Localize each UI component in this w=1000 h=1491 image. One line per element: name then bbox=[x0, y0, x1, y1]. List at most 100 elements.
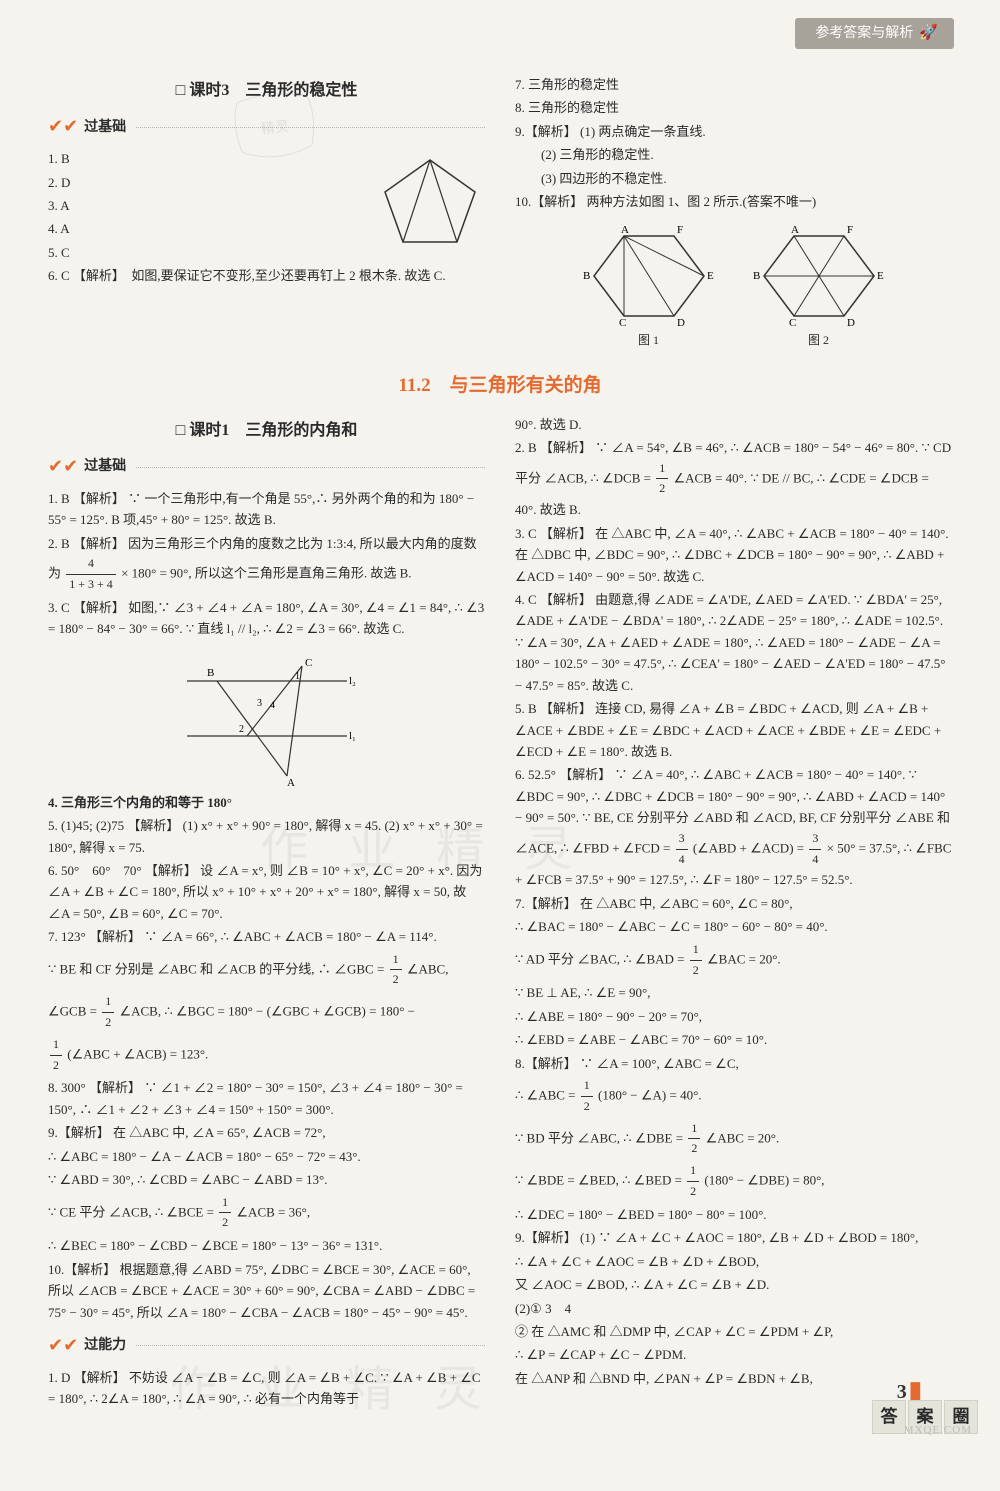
svg-text:F: F bbox=[677, 224, 683, 236]
r0: 90°. 故选 D. bbox=[515, 414, 952, 435]
s2-q9a: 9.【解析】 在 △ABC 中, ∠A = 65°, ∠ACB = 72°, bbox=[48, 1122, 485, 1143]
ability-label: 过能力 bbox=[84, 1334, 126, 1357]
s2-q5: 5. (1)45; (2)75 【解析】 (1) x° + x° + 90° =… bbox=[48, 815, 485, 858]
q9c: (3) 四边形的不稳定性. bbox=[515, 168, 952, 189]
fig1-label: 图 1 bbox=[579, 331, 719, 351]
svg-text:B: B bbox=[753, 270, 760, 282]
s2-q9f: ∴ ∠BEC = 180° − ∠CBD − ∠BCE = 180° − 13°… bbox=[48, 1235, 485, 1256]
hexagon-figures: A F E D C B 图 1 A F E D C B bbox=[515, 221, 952, 351]
r4: 4. C 【解析】 由题意,得 ∠ADE = ∠A'DE, ∠AED = ∠A'… bbox=[515, 589, 952, 696]
section2-columns: □ 课时1 三角形的内角和 ✔✔ 过基础 1. B 【解析】 ∵ 一个三角形中,… bbox=[48, 412, 952, 1412]
s2-q7a: 7. 123° 【解析】 ∵ ∠A = 66°, ∴ ∠ABC + ∠ACB =… bbox=[48, 926, 485, 947]
lesson3-title: □ 课时3 三角形的稳定性 bbox=[48, 78, 485, 104]
q8: 8. 三角形的稳定性 bbox=[515, 97, 952, 118]
r7a: 7.【解析】 在 △ABC 中, ∠ABC = 60°, ∠C = 80°, bbox=[515, 893, 952, 914]
section-label: 过基础 bbox=[84, 455, 126, 478]
s2-a1: 1. D 【解析】 不妨设 ∠A − ∠B = ∠C, 则 ∠A = ∠B + … bbox=[48, 1367, 485, 1410]
top-right-col: 7. 三角形的稳定性 8. 三角形的稳定性 9.【解析】 (1) 两点确定一条直… bbox=[515, 72, 952, 358]
section2-left: □ 课时1 三角形的内角和 ✔✔ 过基础 1. B 【解析】 ∵ 一个三角形中,… bbox=[48, 412, 485, 1412]
r9a: 9.【解析】 (1) ∵ ∠A + ∠C + ∠AOC = 180°, ∠B +… bbox=[515, 1227, 952, 1248]
header-badge-text: 参考答案与解析 bbox=[815, 22, 913, 45]
svg-text:D: D bbox=[677, 317, 685, 329]
r9c: 又 ∠AOC = ∠BOD, ∴ ∠A + ∠C = ∠B + ∠D. bbox=[515, 1274, 952, 1295]
svg-text:l₁: l₁ bbox=[349, 730, 356, 742]
svg-text:1: 1 bbox=[295, 671, 300, 682]
s2-q9d: ∵ CE 平分 ∠ACB, ∴ ∠BCE = 12 ∠ACB = 36°, bbox=[48, 1193, 485, 1234]
lesson1-title: □ 课时1 三角形的内角和 bbox=[48, 418, 485, 444]
header-badge: 参考答案与解析 🚀 bbox=[795, 18, 954, 49]
pentagon-figure bbox=[375, 152, 485, 252]
svg-text:A: A bbox=[791, 224, 799, 236]
main-heading: 11.2 与三角形有关的角 bbox=[48, 370, 952, 401]
s2-q2: 2. B 【解析】 因为三角形三个内角的度数之比为 1:3:4, 所以最大内角的… bbox=[48, 533, 485, 595]
corner-char-1: 答 bbox=[872, 1400, 906, 1434]
rocket-icon: 🚀 bbox=[919, 21, 938, 46]
r9e: ② 在 △AMC 和 △DMP 中, ∠CAP + ∠C = ∠PDM + ∠P… bbox=[515, 1321, 952, 1342]
s2-q7f: 12 (∠ABC + ∠ACB) = 123°. bbox=[48, 1035, 485, 1076]
divider bbox=[136, 467, 485, 468]
r3: 3. C 【解析】 在 △ABC 中, ∠A = 40°, ∴ ∠ABC + ∠… bbox=[515, 523, 952, 587]
svg-text:A: A bbox=[621, 224, 629, 236]
svg-text:4: 4 bbox=[270, 700, 275, 711]
q9b: (2) 三角形的稳定性. bbox=[515, 144, 952, 165]
svg-text:2: 2 bbox=[239, 724, 244, 735]
top-columns: □ 课时3 三角形的稳定性 ✔✔ 过基础 1. B 2. D 3. A 4. A… bbox=[48, 72, 952, 358]
section-bar-ability: ✔✔ 过能力 bbox=[48, 1331, 485, 1361]
section-bar-basics-2: ✔✔ 过基础 bbox=[48, 452, 485, 482]
r8b: ∴ ∠ABC = 12 (180° − ∠A) = 40°. bbox=[515, 1076, 952, 1117]
r7e: ∵ BE ⊥ AE, ∴ ∠E = 90°, bbox=[515, 982, 952, 1003]
divider bbox=[136, 127, 485, 128]
r7g: ∴ ∠EBD = ∠ABE − ∠ABC = 70° − 60° = 10°. bbox=[515, 1029, 952, 1050]
r9d: (2)① 3 4 bbox=[515, 1298, 952, 1319]
section-label: 过基础 bbox=[84, 116, 126, 139]
s2-q9b: ∴ ∠ABC = 180° − ∠A − ∠ACB = 180° − 65° −… bbox=[48, 1146, 485, 1167]
s2-q10: 10.【解析】 根据题意,得 ∠ABD = 75°, ∠DBC = ∠BCE =… bbox=[48, 1259, 485, 1323]
q7: 7. 三角形的稳定性 bbox=[515, 74, 952, 95]
r7b: ∴ ∠BAC = 180° − ∠ABC − ∠C = 180° − 60° −… bbox=[515, 916, 952, 937]
s2-q7b: ∵ BE 和 CF 分别是 ∠ABC 和 ∠ACB 的平分线, ∴ ∠GBC =… bbox=[48, 950, 485, 991]
svg-text:C: C bbox=[789, 317, 796, 329]
r5: 5. B 【解析】 连接 CD, 易得 ∠A + ∠B = ∠BDC + ∠AC… bbox=[515, 698, 952, 762]
svg-text:C: C bbox=[305, 657, 312, 669]
s2-q6: 6. 50° 60° 70° 【解析】 设 ∠A = x°, 则 ∠B = 10… bbox=[48, 860, 485, 924]
check-icon: ✔✔ bbox=[48, 112, 78, 142]
svg-text:B: B bbox=[207, 667, 214, 679]
triangle-figure: B C A l₂ l₁ 1 2 3 4 bbox=[177, 646, 357, 786]
q6: 6. C 【解析】 如图,要保证它不变形,至少还要再钉上 2 根木条. 故选 C… bbox=[48, 265, 485, 286]
section2-right: 90°. 故选 D. 2. B 【解析】 ∵ ∠A = 54°, ∠B = 46… bbox=[515, 412, 952, 1412]
r8f: ∵ ∠BDE = ∠BED, ∴ ∠BED = 12 (180° − ∠DBE)… bbox=[515, 1161, 952, 1202]
check-icon: ✔✔ bbox=[48, 452, 78, 482]
r6: 6. 52.5° 【解析】 ∵ ∠A = 40°, ∴ ∠ABC + ∠ACB … bbox=[515, 764, 952, 890]
svg-text:D: D bbox=[847, 317, 855, 329]
svg-text:F: F bbox=[847, 224, 853, 236]
svg-text:E: E bbox=[877, 270, 884, 282]
r8h: ∴ ∠DEC = 180° − ∠BED = 180° − 80° = 100°… bbox=[515, 1204, 952, 1225]
r9g: 在 △ANP 和 △BND 中, ∠PAN + ∠P = ∠BDN + ∠B, bbox=[515, 1368, 952, 1389]
top-left-col: □ 课时3 三角形的稳定性 ✔✔ 过基础 1. B 2. D 3. A 4. A… bbox=[48, 72, 485, 358]
s2-q8: 8. 300° 【解析】 ∵ ∠1 + ∠2 = 180° − 30° = 15… bbox=[48, 1077, 485, 1120]
r7f: ∴ ∠ABE = 180° − 90° − 20° = 70°, bbox=[515, 1006, 952, 1027]
s2-q3: 3. C 【解析】 如图,∵ ∠3 + ∠4 + ∠A = 180°, ∠A =… bbox=[48, 597, 485, 640]
r7c: ∵ AD 平分 ∠BAC, ∴ ∠BAD = 12 ∠BAC = 20°. bbox=[515, 940, 952, 981]
svg-text:E: E bbox=[707, 270, 714, 282]
svg-text:C: C bbox=[619, 317, 626, 329]
section-bar-basics-1: ✔✔ 过基础 bbox=[48, 112, 485, 142]
divider bbox=[136, 1345, 485, 1346]
url-watermark: MXQE.COM bbox=[904, 1421, 972, 1439]
s2-q1: 1. B 【解析】 ∵ 一个三角形中,有一个角是 55°,∴ 另外两个角的和为 … bbox=[48, 488, 485, 531]
r9b: ∴ ∠A + ∠C + ∠AOC = ∠B + ∠D + ∠BOD, bbox=[515, 1251, 952, 1272]
r2: 2. B 【解析】 ∵ ∠A = 54°, ∠B = 46°, ∴ ∠ACB =… bbox=[515, 437, 952, 520]
fig2-label: 图 2 bbox=[749, 331, 889, 351]
s2-q9c: ∵ ∠ABD = 30°, ∴ ∠CBD = ∠ABC − ∠ABD = 13°… bbox=[48, 1169, 485, 1190]
svg-text:B: B bbox=[583, 270, 590, 282]
s2-q7d: ∠GCB = 12 ∠ACB, ∴ ∠BGC = 180° − (∠GBC + … bbox=[48, 992, 485, 1033]
svg-text:A: A bbox=[287, 777, 295, 786]
check-icon: ✔✔ bbox=[48, 1331, 78, 1361]
hexagon-fig1: A F E D C B 图 1 bbox=[579, 221, 719, 351]
hexagon-fig2: A F E D C B 图 2 bbox=[749, 221, 889, 351]
q9a: 9.【解析】 (1) 两点确定一条直线. bbox=[515, 121, 952, 142]
q10: 10.【解析】 两种方法如图 1、图 2 所示.(答案不唯一) bbox=[515, 191, 952, 212]
svg-text:l₂: l₂ bbox=[349, 675, 356, 687]
r9f: ∴ ∠P = ∠CAP + ∠C − ∠PDM. bbox=[515, 1344, 952, 1365]
s2-q4: 4. 三角形三个内角的和等于 180° bbox=[48, 792, 485, 813]
